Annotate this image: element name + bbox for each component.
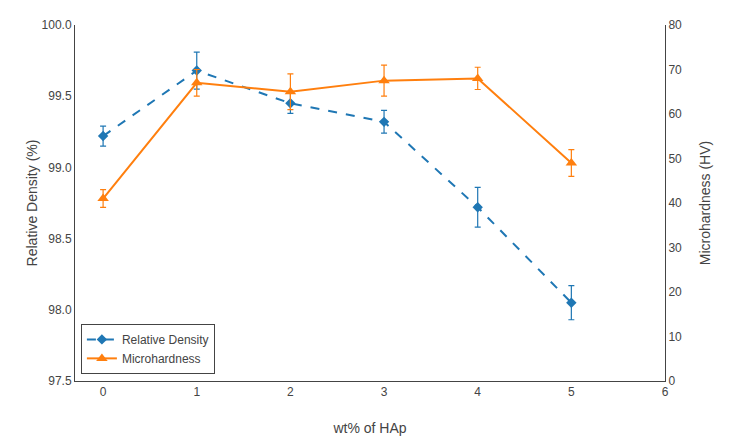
svg-text:98.0: 98.0 (48, 303, 72, 317)
svg-text:5: 5 (568, 385, 575, 399)
svg-text:20: 20 (668, 285, 682, 299)
svg-text:80: 80 (668, 18, 682, 32)
svg-text:Microhardness: Microhardness (122, 352, 201, 366)
svg-text:99.5: 99.5 (48, 89, 72, 103)
svg-text:40: 40 (668, 196, 682, 210)
svg-text:50: 50 (668, 152, 682, 166)
svg-text:4: 4 (474, 385, 481, 399)
svg-text:70: 70 (668, 63, 682, 77)
svg-text:Relative Density (%): Relative Density (%) (24, 140, 40, 267)
svg-text:2: 2 (287, 385, 294, 399)
svg-text:97.5: 97.5 (48, 374, 72, 388)
svg-text:0: 0 (668, 374, 675, 388)
svg-text:wt% of HAp: wt% of HAp (332, 420, 406, 436)
svg-text:Microhardness (HV): Microhardness (HV) (697, 141, 713, 265)
svg-text:6: 6 (662, 385, 669, 399)
svg-text:3: 3 (381, 385, 388, 399)
svg-text:99.0: 99.0 (48, 161, 72, 175)
svg-text:100.0: 100.0 (42, 18, 72, 32)
svg-text:10: 10 (668, 330, 682, 344)
svg-text:60: 60 (668, 107, 682, 121)
svg-text:1: 1 (193, 385, 200, 399)
svg-text:30: 30 (668, 241, 682, 255)
svg-text:Relative Density: Relative Density (122, 333, 209, 347)
svg-text:98.5: 98.5 (48, 232, 72, 246)
svg-text:0: 0 (100, 385, 107, 399)
